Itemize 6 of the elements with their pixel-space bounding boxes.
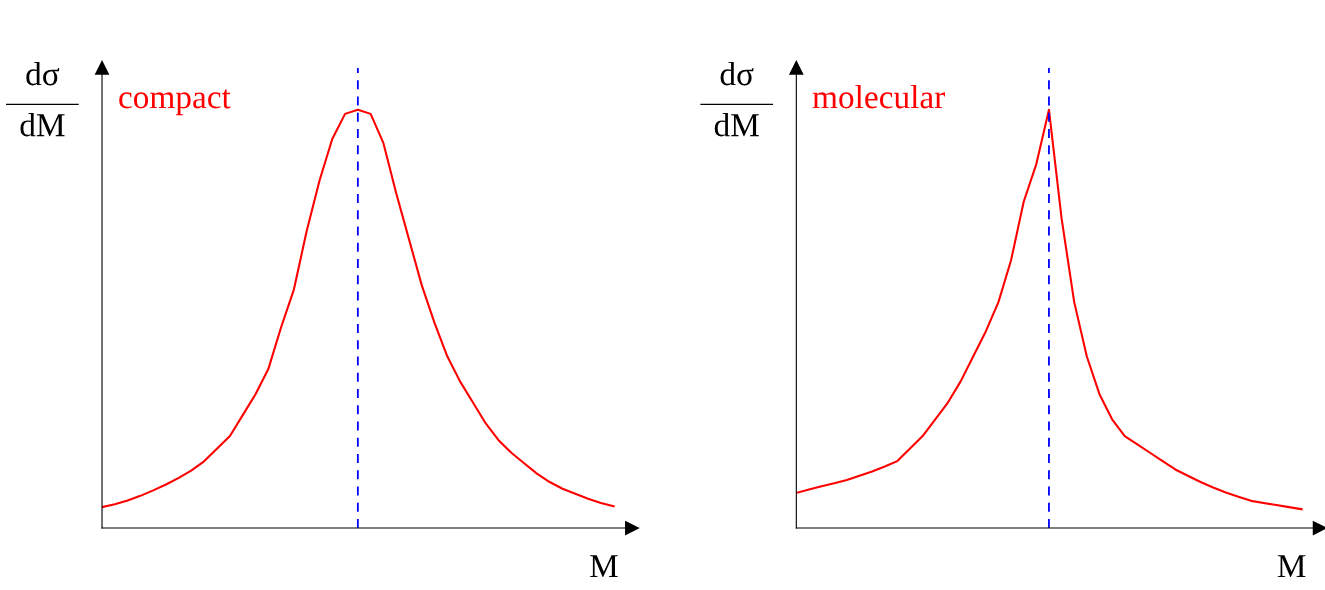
y-axis-title: dσ dM <box>714 61 759 137</box>
x-axis-title: M <box>590 555 618 577</box>
text: molecular <box>812 84 945 109</box>
x-axis-title: M <box>1277 555 1306 577</box>
y-axis-title: dσ dM <box>20 61 65 137</box>
annotation: compact <box>119 89 231 116</box>
